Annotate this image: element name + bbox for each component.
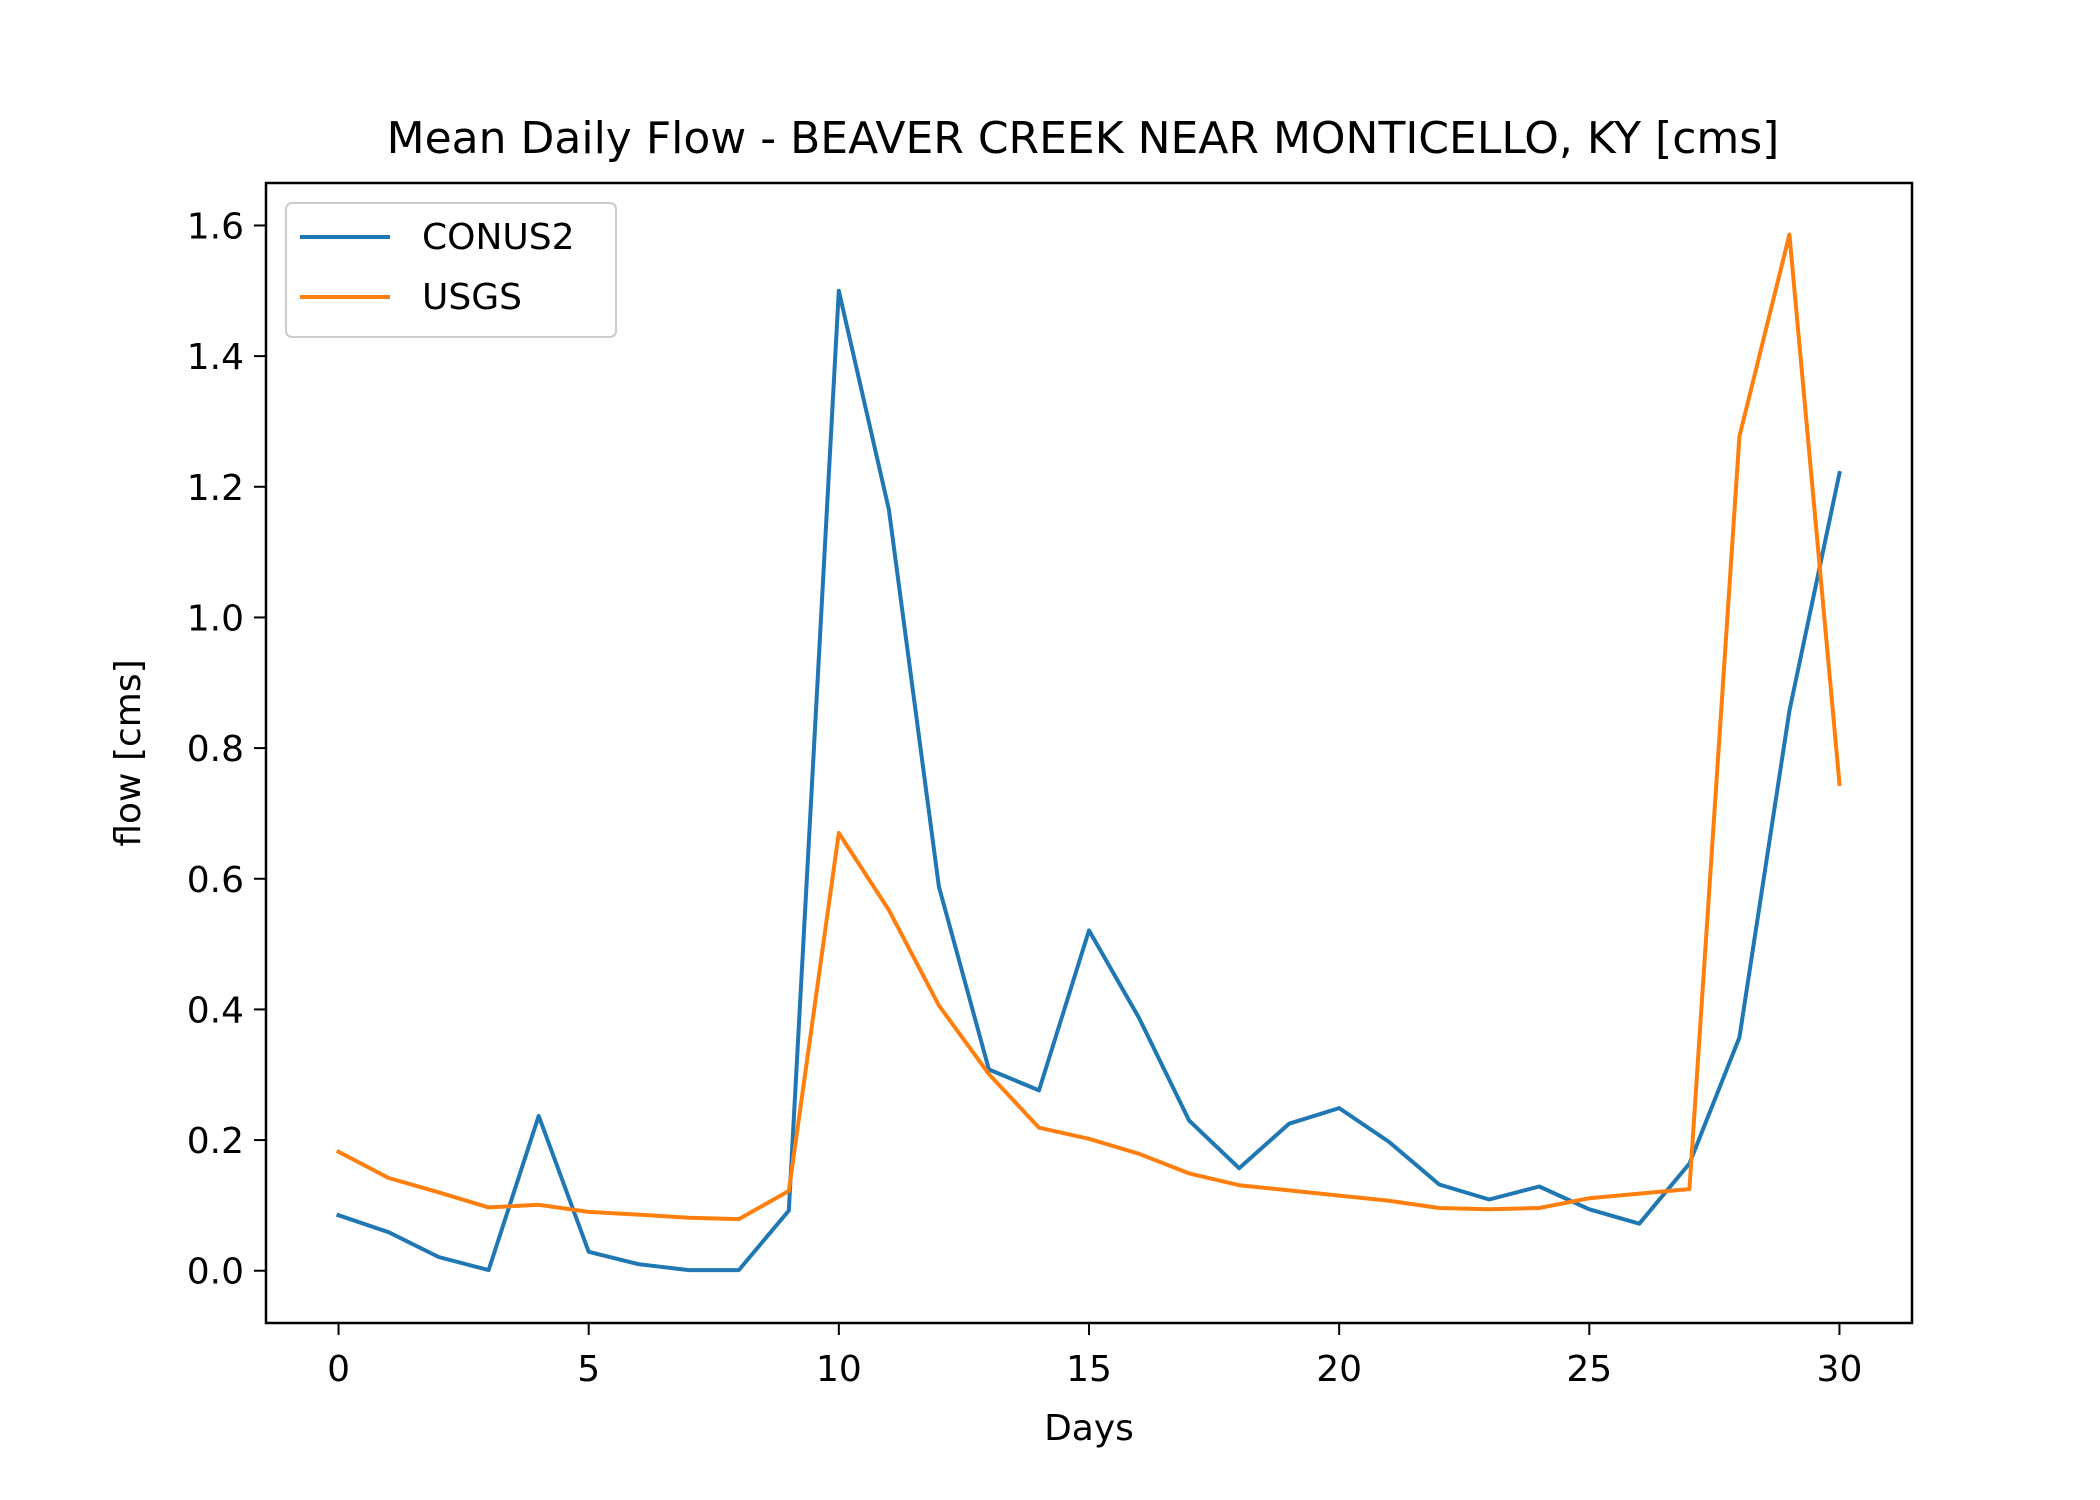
chart-title: Mean Daily Flow - BEAVER CREEK NEAR MONT…	[387, 113, 1780, 164]
y-tick-label: 0.6	[187, 860, 244, 901]
x-tick-label: 15	[1066, 1349, 1112, 1390]
x-tick-label: 0	[327, 1349, 350, 1390]
y-tick-label: 1.2	[187, 468, 244, 509]
plot-area	[335, 232, 1842, 1273]
y-tick-label: 1.4	[187, 337, 244, 378]
y-tick-label: 0.0	[187, 1252, 244, 1293]
x-tick-label: 20	[1316, 1349, 1362, 1390]
y-tick-label: 0.8	[187, 729, 244, 770]
x-tick-label: 25	[1566, 1349, 1612, 1390]
x-axis-label: Days	[1044, 1408, 1134, 1449]
legend-label-usgs: USGS	[422, 277, 522, 318]
legend-label-conus2: CONUS2	[422, 217, 575, 258]
x-tick-label: 30	[1817, 1349, 1863, 1390]
y-tick-label: 1.6	[187, 206, 244, 247]
series-line-conus2	[335, 288, 1842, 1273]
x-tick-label: 10	[816, 1349, 862, 1390]
y-axis-label: flow [cms]	[108, 659, 149, 846]
y-tick-label: 0.2	[187, 1121, 244, 1162]
x-tick-label: 5	[577, 1349, 600, 1390]
legend: CONUS2 USGS	[285, 202, 617, 338]
y-tick-label: 0.4	[187, 990, 244, 1031]
series-line-usgs	[335, 232, 1842, 1222]
x-axis: 0 5 10 15 20 25 30	[327, 1323, 1862, 1390]
y-tick-label: 1.0	[187, 598, 244, 639]
y-axis: 0.0 0.2 0.4 0.6 0.8 1.0 1.2 1.4 1.6	[187, 206, 266, 1293]
